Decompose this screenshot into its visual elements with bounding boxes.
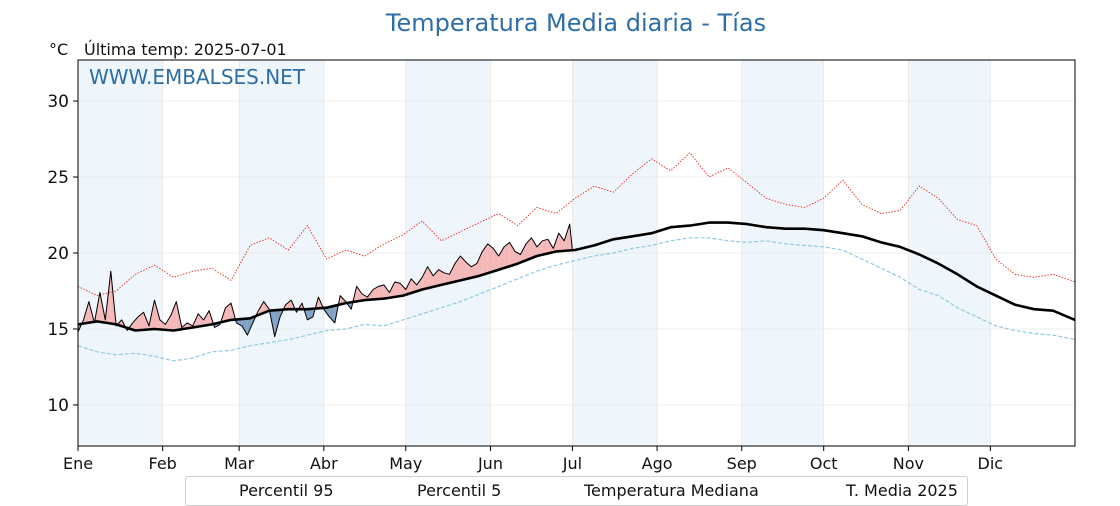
- x-tick-label: Feb: [149, 454, 177, 473]
- x-tick-label: Jun: [477, 454, 503, 473]
- y-tick-label: 25: [47, 168, 69, 188]
- anomaly-fill: [357, 286, 362, 301]
- chart-title: Temperatura Media diaria - Tías: [385, 9, 766, 37]
- y-tick-label: 10: [47, 396, 69, 416]
- anomaly-fill: [171, 302, 176, 331]
- anomaly-fill: [510, 242, 515, 266]
- legend-label-p95: Percentil 95: [239, 481, 334, 500]
- y-tick-label: 15: [47, 320, 69, 340]
- y-axis: 10 15 20 25 30: [47, 92, 78, 416]
- x-tick-label: Jul: [562, 454, 582, 473]
- legend-label-p5: Percentil 5: [417, 481, 501, 500]
- x-tick-label: Dic: [978, 454, 1004, 473]
- legend-label-median: Temperatura Mediana: [584, 481, 759, 500]
- anomaly-fill: [378, 285, 383, 299]
- legend-label-current: T. Media 2025: [846, 481, 958, 500]
- anomaly-fill: [559, 233, 564, 251]
- unit-label: °C: [49, 40, 68, 59]
- x-tick-label: Ago: [642, 454, 673, 473]
- anomaly-fill: [395, 282, 400, 297]
- anomaly-fill: [499, 247, 504, 270]
- watermark: WWW.EMBALSES.NET: [89, 65, 306, 89]
- x-axis: Ene Feb Mar Abr May Jun Jul Ago Sep Oct Nov Dic: [63, 446, 1003, 473]
- y-tick-label: 20: [47, 244, 69, 264]
- x-tick-label: Oct: [810, 454, 838, 473]
- x-tick-label: Abr: [310, 454, 338, 473]
- x-tick-label: Nov: [893, 454, 924, 473]
- x-tick-label: Ene: [63, 454, 93, 473]
- x-tick-label: Mar: [224, 454, 255, 473]
- x-tick-label: May: [389, 454, 422, 473]
- last-temp-label: Última temp: 2025-07-01: [84, 40, 287, 59]
- legend: Percentil 95 Percentil 5 Temperatura Med…: [185, 476, 968, 506]
- y-tick-label: 30: [47, 92, 69, 112]
- x-tick-label: Sep: [727, 454, 757, 473]
